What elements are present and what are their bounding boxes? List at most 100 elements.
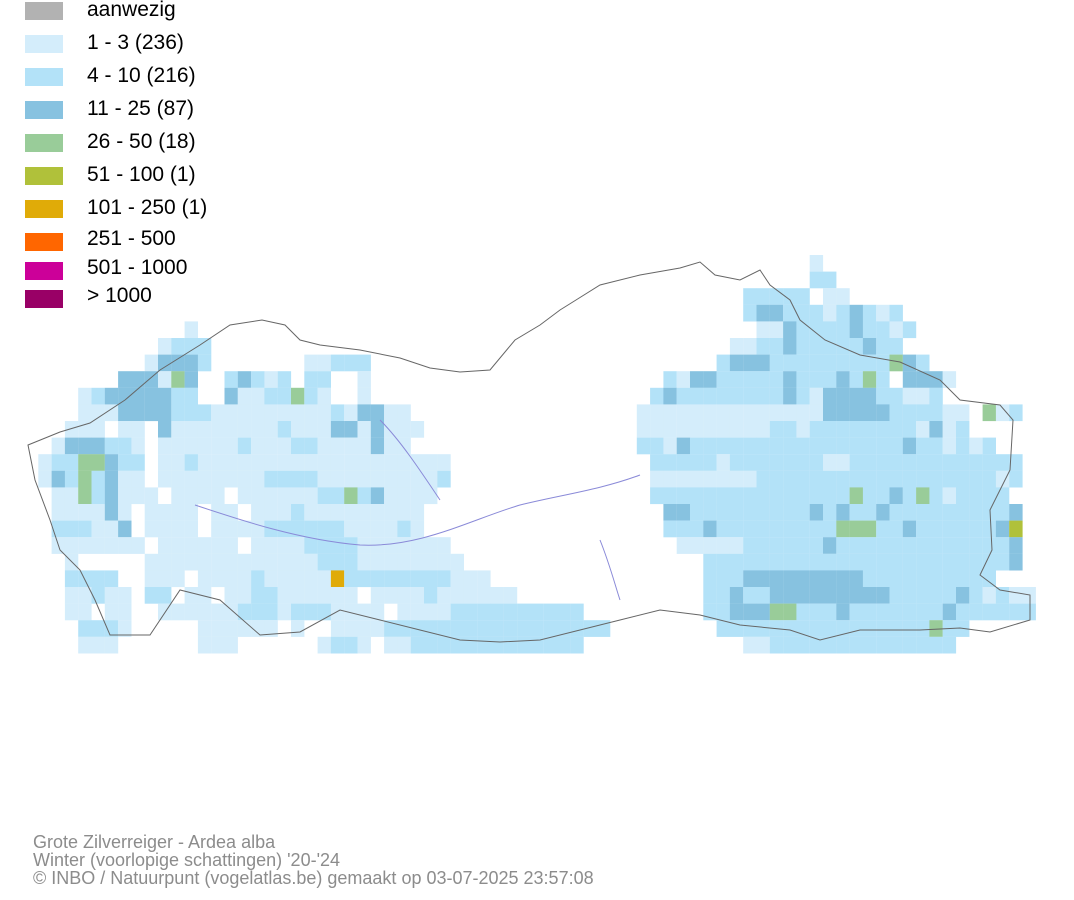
- grid-cell: [916, 437, 930, 455]
- grid-cell: [277, 437, 292, 455]
- grid-cell: [384, 537, 398, 554]
- grid-cell: [211, 454, 225, 471]
- grid-cell: [211, 603, 225, 621]
- grid-cell: [570, 636, 584, 654]
- grid-cell: [916, 404, 930, 422]
- grid-cell: [690, 437, 704, 455]
- grid-cell: [370, 620, 385, 637]
- grid-cell: [530, 603, 544, 621]
- grid-cell: [131, 487, 145, 505]
- grid-cell: [650, 387, 664, 405]
- grid-cell: [995, 520, 1010, 538]
- grid-cell: [902, 520, 917, 538]
- grid-cell: [876, 537, 890, 554]
- grid-cell: [756, 421, 770, 438]
- grid-cell: [942, 587, 957, 604]
- grid-cell: [823, 404, 837, 422]
- grid-cell: [823, 520, 837, 538]
- grid-cell: [304, 421, 318, 438]
- grid-cell: [929, 371, 943, 388]
- grid-cell: [463, 620, 478, 637]
- grid-cell: [118, 421, 132, 438]
- grid-cell: [384, 620, 398, 637]
- grid-cell: [982, 537, 996, 554]
- grid-cell: [889, 404, 903, 422]
- grid-cell: [64, 421, 79, 438]
- grid-cell: [237, 371, 252, 388]
- grid-cell: [889, 587, 903, 604]
- grid-cell: [1009, 603, 1023, 621]
- grid-cell: [503, 620, 518, 637]
- grid-cell: [809, 338, 824, 355]
- grid-cell: [224, 454, 238, 471]
- grid-cell: [809, 437, 824, 455]
- grid-cell: [902, 487, 917, 505]
- grid-cell: [676, 504, 691, 521]
- grid-cell: [237, 620, 252, 637]
- grid-cell: [64, 587, 79, 604]
- grid-cell: [956, 520, 970, 538]
- grid-cell: [450, 636, 464, 654]
- grid-cell: [690, 454, 704, 471]
- map-footer: Grote Zilverreiger - Ardea alba Winter (…: [33, 833, 594, 887]
- grid-cell: [743, 636, 757, 654]
- grid-cell: [397, 553, 411, 571]
- grid-cell: [410, 470, 425, 488]
- grid-cell: [251, 570, 265, 588]
- grid-cell: [783, 470, 797, 488]
- grid-cell: [370, 421, 385, 438]
- grid-cell: [171, 354, 185, 372]
- grid-cell: [729, 404, 744, 422]
- grid-cell: [982, 454, 996, 471]
- grid-cell: [91, 504, 105, 521]
- grid-cell: [956, 570, 970, 588]
- grid-cell: [51, 487, 65, 505]
- grid-cell: [995, 404, 1010, 422]
- grid-cell: [636, 421, 651, 438]
- grid-cell: [809, 603, 824, 621]
- grid-cell: [397, 620, 411, 637]
- grid-cell: [756, 470, 770, 488]
- grid-cell: [916, 603, 930, 621]
- grid-cell: [197, 404, 212, 422]
- grid-cell: [902, 570, 917, 588]
- grid-cell: [849, 338, 863, 355]
- grid-cell: [64, 603, 79, 621]
- grid-cell: [716, 570, 730, 588]
- grid-cell: [956, 437, 970, 455]
- grid-cell: [104, 404, 119, 422]
- grid-cell: [889, 603, 903, 621]
- grid-cell: [809, 470, 824, 488]
- grid-cell: [184, 504, 198, 521]
- grid-cell: [211, 570, 225, 588]
- grid-cell: [650, 437, 664, 455]
- grid-cell: [251, 504, 265, 521]
- grid-cell: [118, 620, 132, 637]
- grid-cell: [849, 454, 863, 471]
- grid-cell: [370, 570, 385, 588]
- grid-cell: [144, 404, 159, 422]
- grid-cell: [251, 421, 265, 438]
- grid-cell: [849, 520, 863, 538]
- grid-cell: [91, 421, 105, 438]
- grid-cell: [91, 454, 105, 471]
- grid-cell: [716, 603, 730, 621]
- grid-cell: [38, 470, 52, 488]
- grid-cell: [769, 454, 784, 471]
- grid-cell: [756, 603, 770, 621]
- grid-cell: [437, 470, 451, 488]
- river-line: [194, 474, 641, 546]
- grid-cell: [769, 587, 784, 604]
- grid-cell: [264, 537, 278, 554]
- grid-cell: [237, 387, 252, 405]
- grid-cell: [91, 620, 105, 637]
- grid-cell: [663, 470, 677, 488]
- grid-cell: [836, 354, 850, 372]
- grid-cell: [410, 487, 425, 505]
- grid-cell: [91, 570, 105, 588]
- grid-cell: [836, 338, 850, 355]
- grid-cell: [809, 404, 824, 422]
- grid-cell: [716, 404, 730, 422]
- grid-cell: [197, 603, 212, 621]
- grid-cell: [184, 354, 198, 372]
